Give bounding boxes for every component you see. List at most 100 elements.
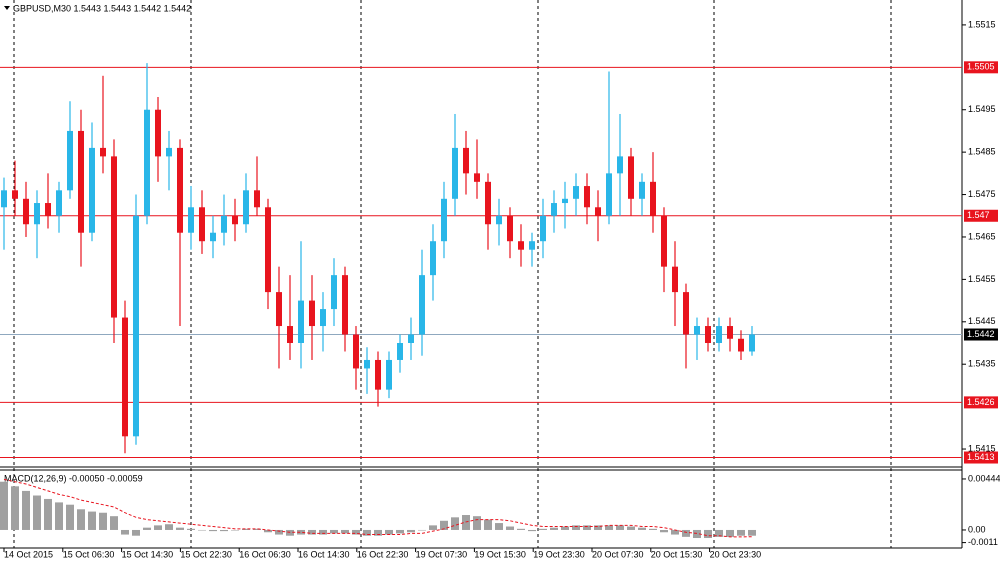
macd-bar [737, 529, 745, 536]
macd-bar [704, 529, 712, 539]
macd-bar [594, 525, 602, 530]
candle-body [254, 190, 260, 208]
macd-bar [0, 481, 8, 530]
candle-body [34, 203, 40, 225]
current-price-label: 1.5442 [967, 329, 995, 339]
candle-body [1, 190, 7, 208]
x-tick-label: 15 Oct 22:30 [180, 549, 232, 559]
chart-title: GBPUSD,M30 1.5443 1.5443 1.5442 1.5442 [13, 3, 191, 13]
candle-body [562, 198, 568, 204]
candle-body [177, 147, 183, 233]
macd-bar [616, 525, 624, 530]
candle-body [683, 292, 689, 335]
candle-body [661, 215, 667, 267]
y-tick-label: 1.5445 [968, 316, 996, 326]
candle-body [100, 147, 106, 157]
macd-bar [396, 529, 404, 534]
macd-bar [407, 529, 415, 533]
y-tick-label: 1.5495 [968, 104, 996, 114]
candle-body [210, 232, 216, 242]
candle-body [221, 215, 227, 233]
candle-body [397, 343, 403, 360]
candle-body [320, 309, 326, 327]
macd-bar [330, 529, 338, 534]
macd-bar [231, 529, 239, 531]
x-tick-label: 16 Oct 06:30 [239, 549, 291, 559]
y-tick-label: 1.5465 [968, 231, 996, 241]
macd-bar [550, 527, 558, 530]
candle-body [243, 190, 249, 225]
x-tick-label: 19 Oct 23:30 [533, 549, 585, 559]
macd-bar [638, 527, 646, 530]
candle-body [672, 266, 678, 293]
candle-body [452, 147, 458, 199]
candle-body [408, 334, 414, 344]
macd-y-tick-label: -0.0011 [968, 537, 998, 547]
macd-bar [341, 529, 349, 534]
macd-bar [99, 512, 107, 530]
macd-bar [275, 529, 283, 535]
macd-bar [682, 529, 690, 537]
candle-body [199, 207, 205, 242]
candle-body [606, 173, 612, 216]
level-label: 1.5426 [967, 397, 995, 407]
macd-bar [88, 511, 96, 530]
macd-bar [693, 529, 701, 539]
macd-bar [66, 504, 74, 530]
macd-bar [220, 529, 228, 532]
day-separators [13, 0, 892, 548]
macd-bar [253, 528, 261, 530]
macd-bar [671, 529, 679, 535]
candle-body [353, 334, 359, 369]
macd-bar [649, 528, 657, 530]
macd-bar [143, 527, 151, 530]
candle-body [485, 181, 491, 225]
candle-body [89, 147, 95, 233]
candle-body [716, 326, 722, 344]
macd-bar [209, 529, 217, 532]
candle-body [232, 215, 238, 225]
candle-body [474, 173, 480, 182]
candle-body [507, 215, 513, 242]
macd-bar [176, 527, 184, 530]
candle-body [67, 130, 73, 191]
candle-body [617, 156, 623, 174]
macd-bar [605, 525, 613, 530]
current-price-box [964, 328, 998, 341]
candle-body [496, 215, 502, 225]
macd-bar [11, 486, 19, 530]
level-label-box [964, 396, 998, 409]
macd-bar [660, 529, 668, 533]
candle-body [276, 292, 282, 327]
macd-bar [44, 498, 52, 530]
x-tick-label: 20 Oct 15:30 [651, 549, 703, 559]
candle-body [144, 109, 150, 216]
x-tick-label: 19 Oct 07:30 [416, 549, 468, 559]
y-tick-label: 1.5435 [968, 359, 996, 369]
candle-body [298, 300, 304, 344]
macd-bar [583, 525, 591, 530]
y-tick-label: 1.5515 [968, 19, 996, 29]
candle-body [111, 156, 117, 318]
macd-bar [715, 529, 723, 537]
level-label: 1.5413 [967, 452, 995, 462]
menu-triangle[interactable] [4, 6, 10, 10]
macd-bar [462, 515, 470, 530]
candle-body [386, 359, 392, 390]
macd-bar [561, 526, 569, 530]
y-tick-label: 1.5455 [968, 274, 996, 284]
macd-bar [132, 529, 140, 536]
candle-body [694, 326, 700, 335]
macd-bar [517, 528, 525, 530]
macd-bar [748, 529, 756, 536]
macd-bar [528, 529, 536, 532]
macd-bar [121, 529, 129, 535]
candle-body [375, 359, 381, 390]
macd-bar [242, 528, 250, 530]
macd-bar [198, 529, 206, 531]
candle-body [45, 203, 51, 216]
candle-body [518, 241, 524, 250]
candle-body [122, 317, 128, 437]
